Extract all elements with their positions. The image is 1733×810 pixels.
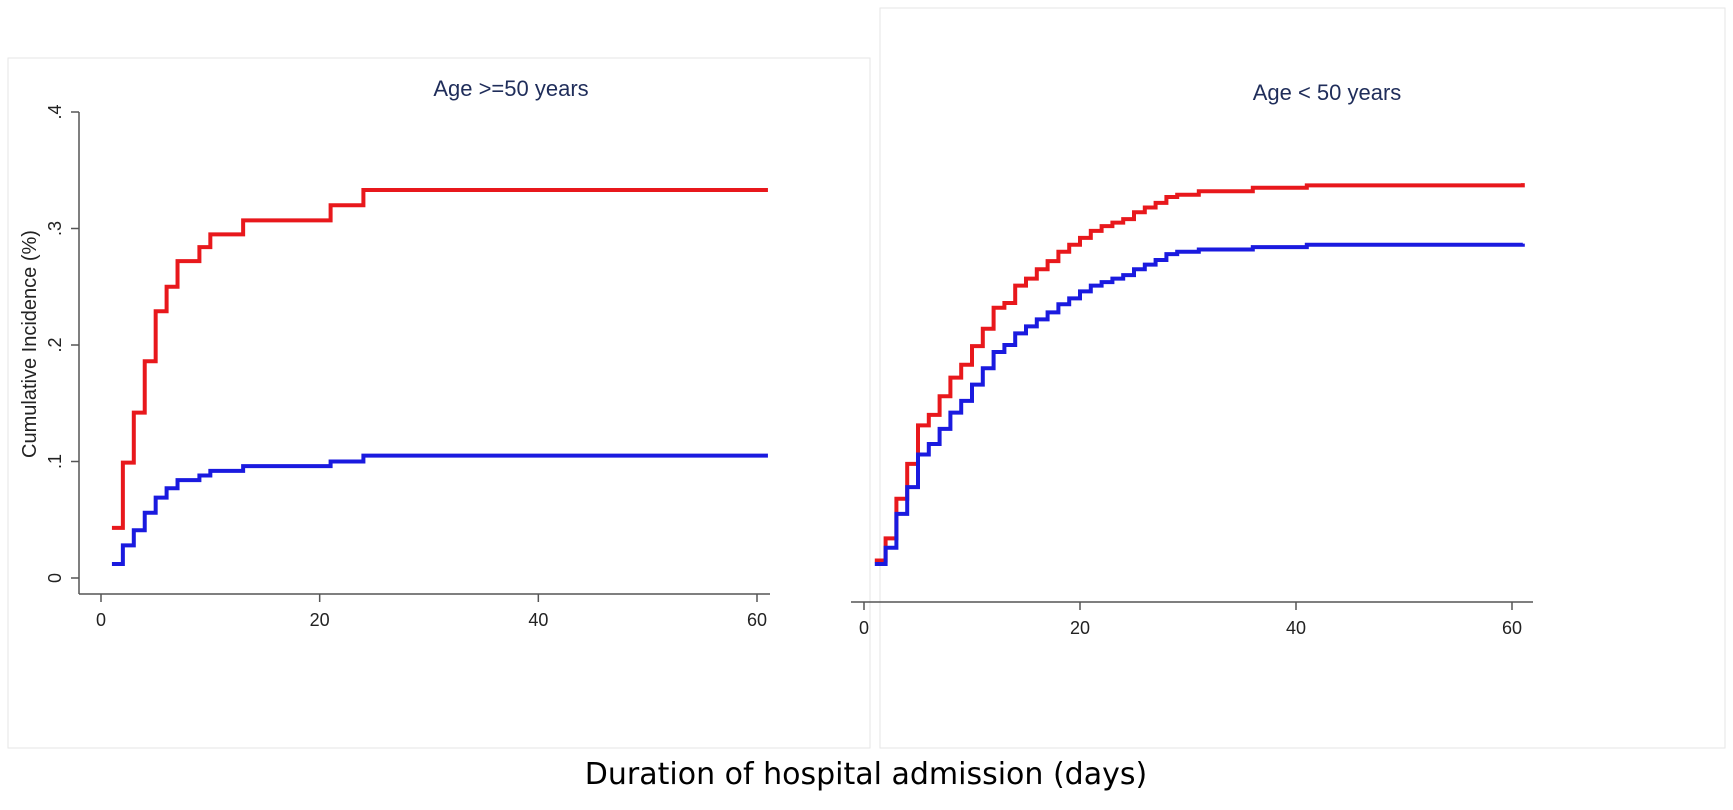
y-tick-label: 0 bbox=[45, 573, 65, 583]
left-panel-title: Age >=50 years bbox=[433, 76, 588, 101]
right-panel-frame bbox=[879, 7, 1726, 749]
shared-x-axis-label: Duration of hospital admission (days) bbox=[585, 757, 1147, 792]
y-tick-label: .3 bbox=[45, 221, 65, 236]
y-tick-label: .1 bbox=[45, 454, 65, 469]
x-tick-label: 40 bbox=[1286, 618, 1306, 638]
left-panel-frame bbox=[7, 57, 871, 749]
right-panel-chart: Age < 50 years 0 20 40 60 bbox=[851, 80, 1533, 638]
x-tick-label: 20 bbox=[310, 610, 330, 630]
blue-series-line bbox=[111, 453, 768, 567]
x-tick-label: 40 bbox=[528, 610, 548, 630]
y-axis-label: Cumulative Incidence (%) bbox=[19, 230, 41, 458]
x-tick-label: 0 bbox=[859, 618, 869, 638]
red-series-line bbox=[874, 183, 1525, 563]
left-panel-chart: Age >=50 years Cumulative Incidence (%) … bbox=[19, 76, 770, 630]
y-tick-label: .2 bbox=[45, 337, 65, 352]
right-panel-title: Age < 50 years bbox=[1253, 80, 1402, 105]
blue-series-line bbox=[874, 242, 1525, 567]
x-tick-label: 60 bbox=[1502, 618, 1522, 638]
x-tick-label: 60 bbox=[747, 610, 767, 630]
x-tick-label: 0 bbox=[96, 610, 106, 630]
red-series-line bbox=[111, 188, 768, 530]
x-tick-label: 20 bbox=[1070, 618, 1090, 638]
y-tick-label: .4 bbox=[45, 104, 65, 119]
